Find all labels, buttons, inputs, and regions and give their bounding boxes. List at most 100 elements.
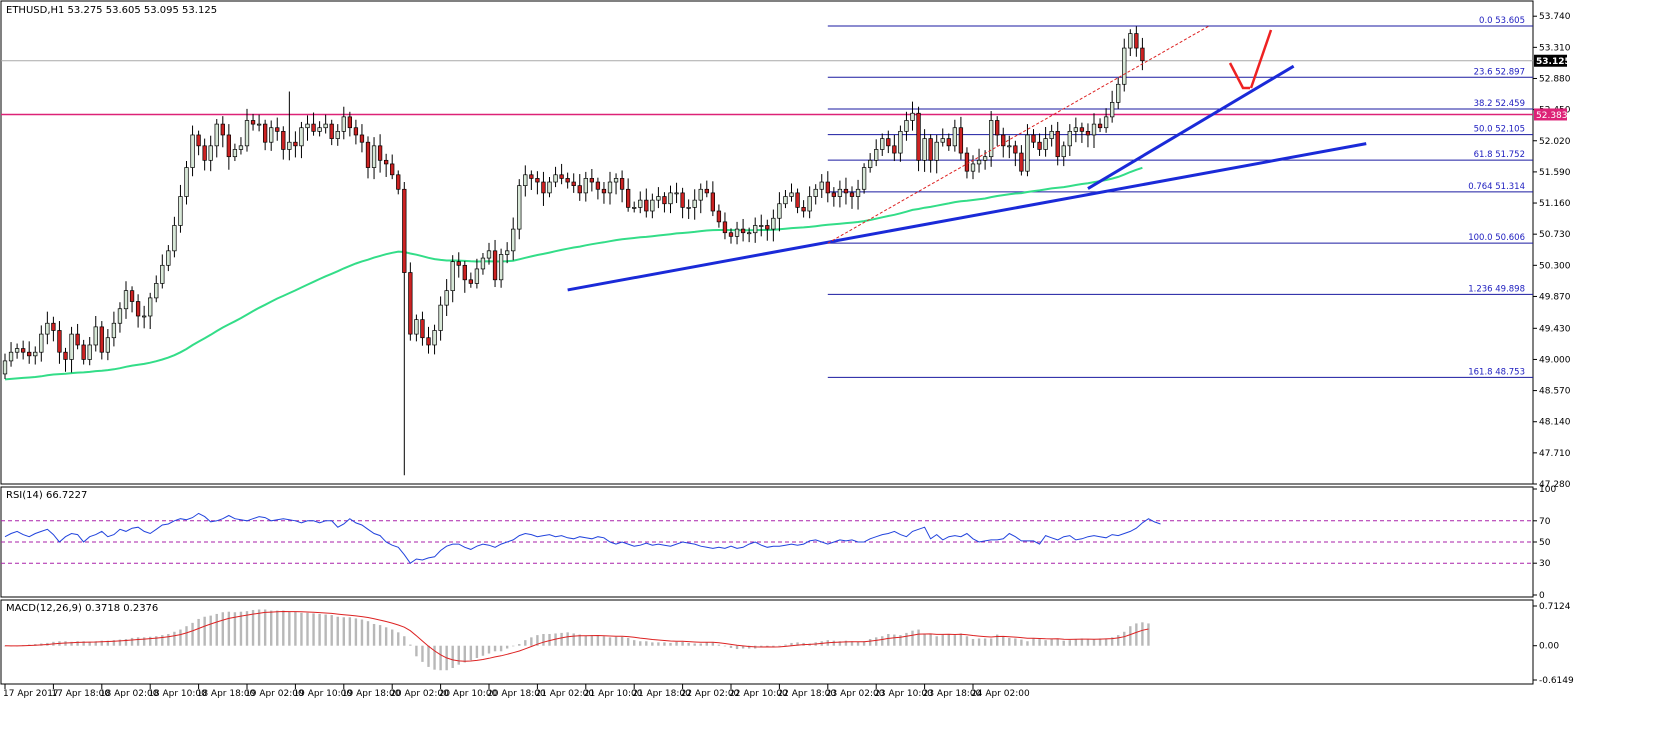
time-tick-label: 17 Apr 18:00 [51, 689, 110, 699]
macd-histogram-bar [838, 641, 842, 646]
macd-histogram-bar [645, 641, 648, 646]
bull-candle [287, 141, 292, 150]
bear-candle [1055, 130, 1060, 158]
bull-candle [14, 348, 20, 353]
macd-histogram-bar [917, 629, 920, 646]
bull-candle [638, 199, 643, 208]
bear-candle [311, 123, 316, 132]
macd-histogram-bar [614, 636, 618, 646]
bull-candle [335, 130, 340, 139]
macd-histogram-bar [215, 613, 218, 646]
macd-histogram-bar [723, 645, 727, 647]
bear-candle [81, 344, 86, 360]
fib-level-label: 1.236 49.898 [1468, 284, 1525, 294]
macd-histogram-bar [378, 625, 382, 646]
bull-candle [771, 217, 776, 230]
macd-histogram-bar [778, 645, 781, 647]
macd-histogram-bar [971, 639, 975, 646]
price-tick-label: 49.430 [1539, 324, 1571, 334]
bull-candle [613, 178, 619, 183]
fib-swing-line [827, 25, 1210, 244]
macd-histogram-bar [596, 635, 600, 646]
bull-candle [208, 145, 213, 161]
macd-histogram-bar [947, 634, 950, 646]
bear-candle [892, 145, 897, 154]
bull-candle [777, 203, 782, 219]
bear-candle [57, 330, 62, 353]
bull-candle [898, 130, 903, 154]
macd-tick-label: 0.7124 [1539, 602, 1571, 612]
bull-candle [142, 315, 147, 318]
bull-candle [783, 196, 788, 205]
macd-histogram-bar [263, 609, 267, 646]
time-tick-label: 19 Apr 02:00 [245, 689, 304, 699]
macd-histogram-bar [173, 631, 176, 646]
macd-histogram-bar [911, 630, 914, 646]
macd-histogram-bar [923, 634, 926, 646]
macd-histogram-bar [1050, 639, 1053, 646]
macd-histogram-bar [354, 618, 358, 646]
bear-candle [916, 112, 921, 161]
bear-candle [535, 178, 540, 183]
macd-histogram-bar [941, 634, 944, 646]
macd-histogram-bar [136, 637, 140, 646]
macd-histogram-bar [887, 634, 890, 646]
bear-candle [964, 152, 970, 172]
macd-indicator: 0.7124 0.00 -0.6149 [3, 602, 1574, 686]
macd-histogram-bar [1002, 636, 1005, 646]
macd-histogram-bar [717, 644, 721, 646]
macd-histogram-bar [790, 642, 793, 646]
price-tick-label: 51.590 [1539, 168, 1571, 178]
macd-histogram-bar [1086, 639, 1090, 646]
bull-candle [1025, 134, 1030, 172]
fib-level-label: 23.6 52.897 [1474, 67, 1525, 77]
bear-candle [135, 301, 141, 317]
bear-candle [1019, 152, 1024, 172]
macd-histogram-bar [1056, 638, 1059, 646]
bull-candle [734, 228, 740, 237]
bull-candle [414, 319, 419, 335]
macd-histogram-bar [330, 615, 333, 646]
bull-candle [269, 127, 274, 143]
bear-candle [728, 232, 734, 237]
macd-histogram-bar [463, 645, 466, 663]
macd-histogram-bar [415, 645, 418, 657]
macd-histogram-bar [221, 612, 224, 646]
rsi-line [4, 512, 1161, 564]
bear-candle [462, 264, 467, 281]
macd-histogram-bar [608, 637, 612, 646]
macd-histogram-bar [391, 629, 394, 646]
macd-histogram-bar [965, 636, 969, 646]
bull-candle [33, 351, 38, 357]
bull-candle [855, 188, 861, 197]
bull-candle [922, 138, 927, 161]
bull-candle [438, 304, 443, 331]
macd-histogram-bar [397, 632, 400, 646]
macd-histogram-bar [572, 633, 575, 646]
rsi-tick-label: 50 [1539, 538, 1551, 548]
bear-candle [801, 207, 806, 212]
bull-candle [190, 134, 195, 168]
macd-histogram-bar [747, 645, 751, 649]
macd-histogram-bar [1068, 640, 1071, 646]
fib-level-label: 100.0 50.606 [1468, 233, 1525, 243]
bear-candle [196, 134, 201, 147]
bear-candle [849, 192, 855, 197]
macd-histogram-bar [197, 618, 200, 646]
price-tick-label: 52.020 [1539, 137, 1571, 147]
macd-histogram-bar [1117, 635, 1120, 646]
bull-candle [553, 174, 558, 183]
macd-tick-label: 0.00 [1539, 642, 1559, 652]
bear-candle [565, 178, 570, 183]
bear-candle [1001, 134, 1006, 147]
time-tick-label: 22 Apr 02:00 [681, 689, 740, 699]
rsi-indicator: 100 70 50 30 0 [1, 485, 1556, 601]
bull-candle [111, 322, 117, 339]
macd-histogram-bar [366, 621, 370, 646]
macd-histogram-bar [705, 642, 708, 646]
macd-histogram-bar [796, 642, 799, 646]
macd-histogram-bar [1135, 623, 1138, 646]
